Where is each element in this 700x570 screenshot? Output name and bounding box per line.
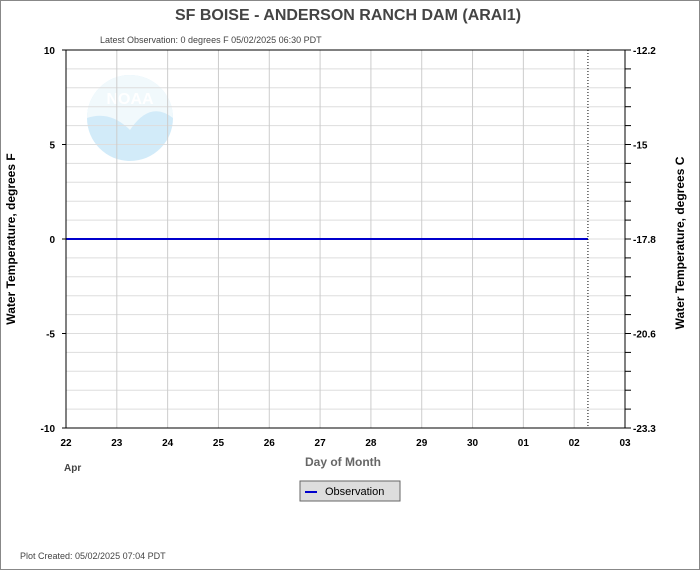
chart-title: SF BOISE - ANDERSON RANCH DAM (ARAI1) <box>175 7 521 24</box>
y2-tick-label: -20.6 <box>633 330 656 341</box>
x-tick-label: 01 <box>518 438 530 449</box>
plot-created: Plot Created: 05/02/2025 07:04 PDT <box>20 551 166 561</box>
y-tick-label: -10 <box>41 424 56 435</box>
x-axis-label: Day of Month <box>305 455 381 469</box>
x-tick-label: 26 <box>264 438 276 449</box>
y-tick-label: 0 <box>49 235 55 246</box>
latest-observation: Latest Observation: 0 degrees F 05/02/20… <box>100 35 322 45</box>
y2-tick-label: -23.3 <box>633 424 656 435</box>
x-tick-label: 24 <box>162 438 174 449</box>
y-axis-label: Water Temperature, degrees F <box>4 153 18 324</box>
month-label: Apr <box>64 463 81 474</box>
y2-tick-label: -12.2 <box>633 46 656 57</box>
x-tick-label: 28 <box>365 438 377 449</box>
x-tick-label: 27 <box>315 438 327 449</box>
x-tick-label: 30 <box>467 438 479 449</box>
plot-area <box>65 49 626 429</box>
x-tick-label: 23 <box>111 438 123 449</box>
y-tick-label: -5 <box>46 330 55 341</box>
x-tick-label: 03 <box>619 438 631 449</box>
y2-tick-label: -17.8 <box>633 235 656 246</box>
svg-text:NOAA: NOAA <box>106 91 154 108</box>
x-tick-label: 29 <box>416 438 428 449</box>
y-tick-label: 5 <box>49 141 55 152</box>
x-tick-label: 25 <box>213 438 225 449</box>
x-tick-label: 02 <box>569 438 581 449</box>
y2-axis-label: Water Temperature, degrees C <box>673 156 687 329</box>
x-tick-label: 22 <box>60 438 72 449</box>
legend-label: Observation <box>325 486 384 498</box>
noaa-logo: NOAA <box>87 75 173 161</box>
y2-tick-label: -15 <box>633 141 648 152</box>
y-tick-label: 10 <box>44 46 56 57</box>
legend: Observation <box>299 480 401 502</box>
